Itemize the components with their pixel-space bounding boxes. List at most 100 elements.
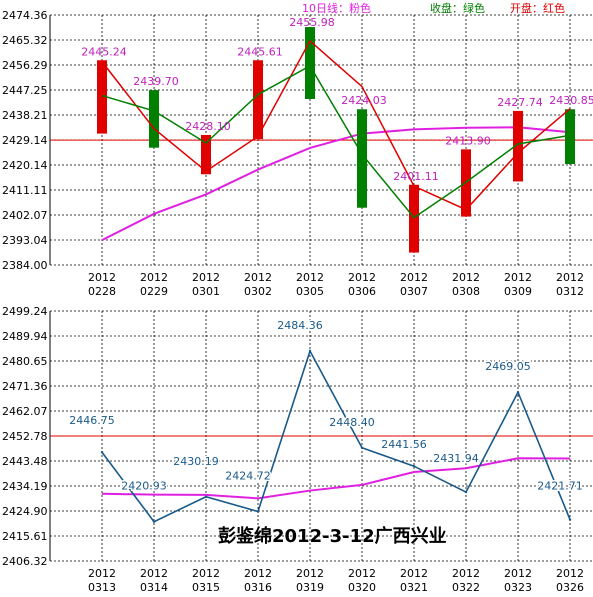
- x-tick-label-date: 0306: [348, 285, 376, 298]
- x-tick-label-year: 2012: [244, 271, 272, 284]
- x-tick-label-year: 2012: [244, 567, 272, 580]
- x-tick-label-date: 0319: [296, 581, 324, 593]
- candle-body: [357, 109, 367, 208]
- x-tick-label-date: 0315: [192, 581, 220, 593]
- x-tick-label-date: 0308: [452, 285, 480, 298]
- y-tick-label: 2447.25: [2, 84, 48, 97]
- data-point: [412, 464, 416, 468]
- data-label: 2469.05: [485, 360, 531, 373]
- ma-line: [101, 457, 571, 500]
- data-point: [204, 495, 208, 498]
- bottom-panel: 2499.24 2489.94 2480.65 2471.36 2462.07 2452.…: [2, 305, 593, 594]
- data-point: [360, 446, 364, 449]
- x-tick-label-date: 0313: [88, 581, 116, 593]
- data-label: 2421.71: [537, 480, 583, 493]
- x-tick-label-year: 2012: [296, 567, 324, 580]
- data-label: 2427.74: [497, 96, 543, 109]
- data-point: [100, 451, 104, 454]
- candle-body: [149, 90, 159, 148]
- candle-body: [253, 60, 263, 140]
- y-tick-label: 2402.07: [2, 209, 48, 222]
- legend-ma: 10日线：粉色: [302, 1, 371, 15]
- x-tick-label-year: 2012: [452, 271, 480, 284]
- y-tick-label: 2465.32: [2, 34, 48, 47]
- x-tick-label-year: 2012: [556, 271, 584, 284]
- data-label: 2401.11: [393, 170, 439, 183]
- x-tick-label-date: 0314: [140, 581, 168, 593]
- open-line: [101, 39, 571, 211]
- data-label: 2413.90: [445, 134, 491, 147]
- data-point: [516, 391, 520, 394]
- y-tick-label: 2411.11: [2, 184, 48, 197]
- x-tick-label-year: 2012: [88, 567, 116, 580]
- x-tick-label-year: 2012: [192, 271, 220, 284]
- data-label: 2439.70: [133, 75, 179, 88]
- data-label: 2441.56: [381, 438, 427, 451]
- x-tick-label-year: 2012: [504, 271, 532, 284]
- y-tick-label: 2393.04: [2, 234, 48, 247]
- x-tick-label-year: 2012: [452, 567, 480, 580]
- data-label: 2430.85: [549, 94, 593, 107]
- y-tick-label: 2415.61: [2, 530, 48, 543]
- data-label: 2424.03: [341, 94, 387, 107]
- y-tick-label: 2452.78: [2, 430, 48, 443]
- y-tick-label: 2443.48: [2, 455, 48, 468]
- x-tick-label-date: 0309: [504, 285, 532, 298]
- candle-body: [201, 134, 211, 175]
- x-tick-label-year: 2012: [296, 271, 324, 284]
- close-line: [101, 64, 571, 219]
- ma10-line: [101, 126, 571, 241]
- data-label: 2448.40: [329, 416, 375, 429]
- x-tick-label-year: 2012: [400, 567, 428, 580]
- value-line: [101, 349, 571, 523]
- y-tick-label: 2438.21: [2, 109, 48, 122]
- data-label: 2431.94: [433, 452, 479, 465]
- data-point: [152, 520, 156, 523]
- x-tick-label-date: 0229: [140, 285, 168, 298]
- legend-close: 收盘：绿色: [430, 1, 485, 15]
- y-tick-label: 2474.36: [2, 9, 48, 22]
- x-tick-label-date: 0316: [244, 581, 272, 593]
- x-tick-label-date: 0321: [400, 581, 428, 593]
- data-point: [308, 349, 312, 353]
- x-tick-label-date: 0301: [192, 285, 220, 298]
- data-label: 2420.93: [121, 480, 167, 493]
- candle-body: [513, 110, 523, 182]
- y-tick-label: 2429.14: [2, 134, 48, 147]
- x-tick-label-year: 2012: [504, 567, 532, 580]
- x-tick-label-year: 2012: [348, 271, 376, 284]
- x-tick-label-date: 0312: [556, 285, 584, 298]
- y-tick-label: 2499.24: [2, 305, 48, 318]
- y-tick-label: 2489.94: [2, 330, 48, 343]
- top-panel: 2474.36 2465.32 2456.29 2447.25 2438.21 2429.…: [2, 9, 593, 298]
- x-tick-label-year: 2012: [88, 271, 116, 284]
- data-label: 2428.10: [185, 120, 231, 133]
- candle-body: [97, 60, 107, 134]
- data-label: 2455.98: [289, 16, 335, 29]
- y-tick-label: 2420.14: [2, 159, 48, 172]
- data-point: [464, 490, 468, 494]
- y-tick-label: 2406.32: [2, 555, 48, 568]
- legend-open: 开盘：红色: [510, 1, 565, 15]
- data-label: 2484.36: [277, 319, 323, 332]
- y-tick-label: 2480.65: [2, 355, 48, 368]
- x-tick-label-date: 0305: [296, 285, 324, 298]
- y-tick-label: 2456.29: [2, 59, 48, 72]
- watermark: 彭鉴绵2012-3-12广西兴业: [218, 525, 447, 547]
- x-tick-label-date: 0323: [504, 581, 532, 593]
- x-tick-label-year: 2012: [192, 567, 220, 580]
- data-label: 2430.19: [173, 455, 219, 468]
- x-tick-label-year: 2012: [140, 567, 168, 580]
- x-tick-label-date: 0322: [452, 581, 480, 593]
- x-tick-label-date: 0326: [556, 581, 584, 593]
- y-tick-label: 2384.00: [2, 259, 48, 272]
- x-tick-label-year: 2012: [348, 567, 376, 580]
- data-point: [256, 510, 260, 513]
- x-tick-label-year: 2012: [400, 271, 428, 284]
- data-label: 2424.72: [225, 469, 271, 482]
- data-label: 2446.75: [69, 414, 115, 427]
- x-tick-label-date: 0302: [244, 285, 272, 298]
- x-tick-label-year: 2012: [556, 567, 584, 580]
